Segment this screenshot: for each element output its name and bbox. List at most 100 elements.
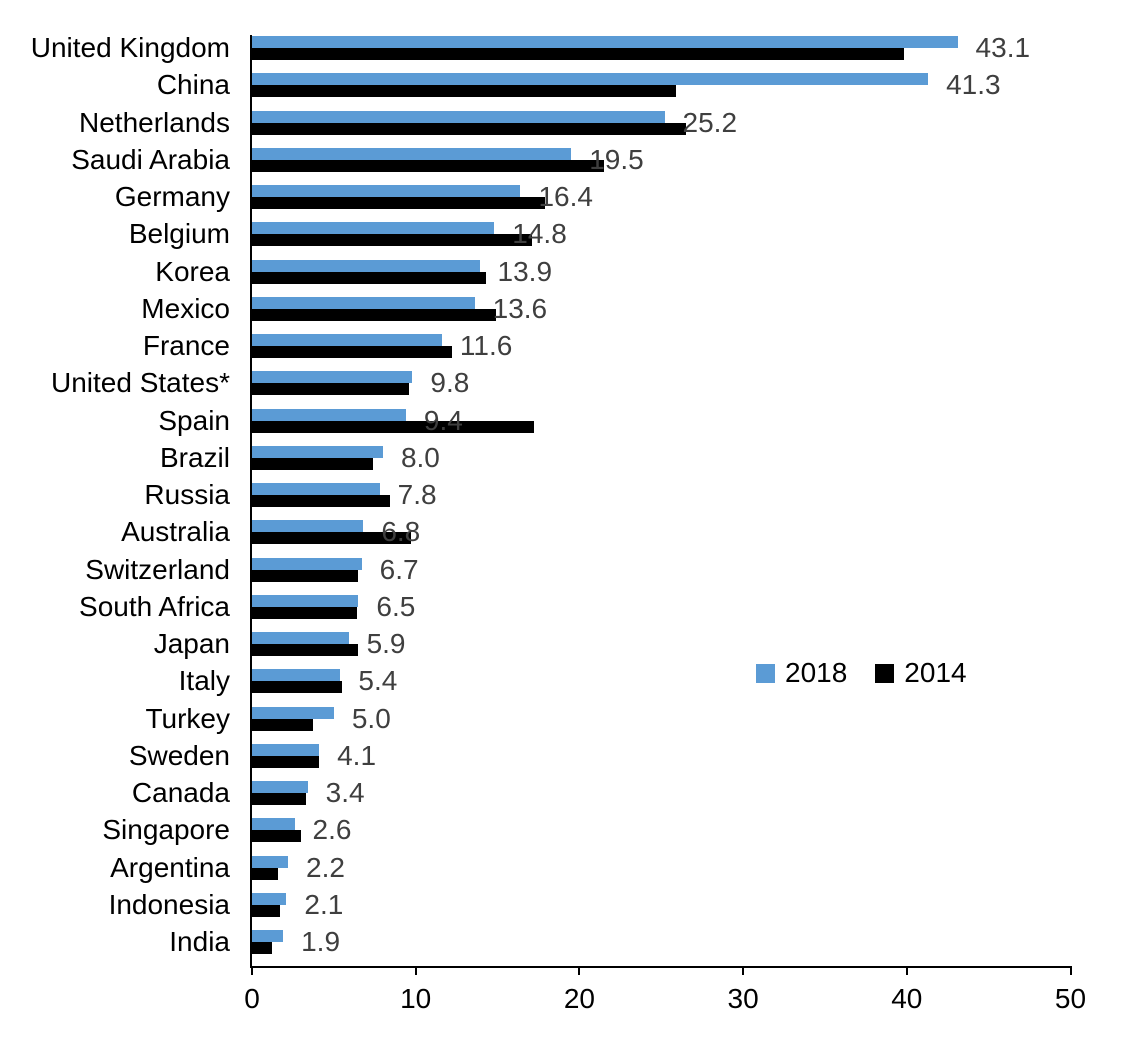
- legend-item-2014: 2014: [875, 657, 967, 688]
- value-label-australia: 6.8: [381, 516, 421, 548]
- value-label-united-states: 9.8: [430, 367, 470, 399]
- bar-2014-canada: [252, 793, 307, 805]
- bar-2018-south-africa: [252, 594, 359, 607]
- category-label-france: France: [142, 330, 230, 361]
- bar-2018-saudi-arabia: [252, 147, 572, 160]
- x-axis-line: [250, 966, 1072, 968]
- category-label-netherlands: Netherlands: [79, 106, 230, 138]
- value-label-india: 1.9: [301, 926, 341, 957]
- bar-2018-switzerland: [252, 557, 362, 570]
- value-label-russia: 7.8: [397, 479, 437, 510]
- bar-2014-france: [252, 346, 452, 358]
- value-label-switzerland: 6.7: [379, 553, 419, 585]
- value-label-united-kingdom: 43.1: [975, 32, 1031, 63]
- x-tick-label-50: 50: [1054, 983, 1087, 1014]
- bar-2018-canada: [252, 781, 308, 793]
- category-label-australia: Australia: [121, 516, 230, 548]
- legend-label-2018: 2018: [785, 657, 848, 688]
- y-axis-line: [250, 35, 252, 968]
- value-label-saudi-arabia: 19.5: [589, 143, 644, 175]
- bar-2018-russia: [252, 483, 380, 495]
- x-tick-0: [251, 968, 253, 975]
- value-label-brazil: 8.0: [400, 441, 440, 473]
- bar-2014-argentina: [252, 867, 279, 880]
- category-label-india: India: [169, 926, 230, 957]
- category-label-japan: Japan: [153, 628, 230, 659]
- category-label-mexico: Mexico: [141, 292, 230, 324]
- legend-swatch-2014-icon: [875, 663, 895, 683]
- x-tick-50: [1069, 968, 1072, 975]
- bar-2014-singapore: [252, 830, 302, 843]
- category-label-italy: Italy: [178, 665, 230, 697]
- bar-2018-indonesia: [252, 892, 287, 905]
- bar-2018-united-states: [252, 371, 413, 384]
- category-label-united-kingdom: United Kingdom: [30, 32, 230, 63]
- value-label-china: 41.3: [946, 69, 1001, 101]
- value-label-netherlands: 25.2: [682, 106, 738, 138]
- bar-2014-turkey: [252, 718, 313, 731]
- x-tick-label-40: 40: [891, 983, 923, 1014]
- bar-2018-germany: [252, 185, 521, 197]
- category-label-saudi-arabia: Saudi Arabia: [71, 143, 230, 175]
- category-label-sweden: Sweden: [128, 739, 230, 771]
- category-label-china: China: [156, 69, 230, 101]
- value-label-south-africa: 6.5: [376, 590, 416, 622]
- value-label-sweden: 4.1: [337, 739, 377, 771]
- bar-2014-belgium: [252, 234, 532, 247]
- category-label-brazil: Brazil: [159, 441, 230, 473]
- bar-2014-russia: [252, 495, 390, 507]
- value-label-japan: 5.9: [366, 628, 406, 659]
- bar-2018-netherlands: [252, 110, 665, 123]
- x-tick-40: [905, 968, 908, 975]
- category-label-indonesia: Indonesia: [108, 888, 230, 920]
- value-label-france: 11.6: [459, 330, 513, 361]
- value-label-singapore: 2.6: [312, 814, 352, 846]
- x-tick-10: [414, 968, 417, 975]
- value-label-belgium: 14.8: [512, 218, 567, 250]
- bar-2014-korea: [252, 271, 487, 284]
- value-label-argentina: 2.2: [306, 851, 345, 883]
- bar-2018-singapore: [252, 818, 295, 831]
- bar-2014-spain: [252, 420, 534, 433]
- bar-2018-france: [252, 334, 442, 346]
- value-label-korea: 13.9: [497, 255, 553, 287]
- x-tick-label-20: 20: [563, 983, 595, 1014]
- category-label-south-africa: South Africa: [79, 590, 230, 622]
- value-label-italy: 5.4: [358, 665, 398, 697]
- value-label-canada: 3.4: [325, 777, 365, 808]
- bar-2014-italy: [252, 681, 343, 694]
- bar-2014-brazil: [252, 457, 374, 470]
- value-label-turkey: 5.0: [351, 702, 391, 734]
- category-label-canada: Canada: [131, 777, 230, 808]
- x-tick-30: [742, 968, 745, 975]
- category-label-belgium: Belgium: [128, 218, 230, 250]
- category-label-korea: Korea: [155, 255, 230, 287]
- bar-2014-japan: [252, 644, 359, 656]
- bar-2014-saudi-arabia: [252, 159, 604, 172]
- bar-2014-germany: [252, 197, 546, 209]
- bar-2014-switzerland: [252, 569, 359, 582]
- bar-2014-netherlands: [252, 122, 686, 135]
- bar-2018-brazil: [252, 445, 383, 458]
- bar-2018-japan: [252, 632, 349, 644]
- x-tick-label-10: 10: [400, 983, 432, 1014]
- bar-2018-australia: [252, 520, 364, 533]
- legend-swatch-2018-icon: [756, 663, 775, 683]
- bar-2014-mexico: [252, 308, 496, 321]
- bar-2014-australia: [252, 532, 411, 545]
- bar-2018-india: [252, 930, 284, 942]
- bar-2018-argentina: [252, 855, 288, 868]
- bar-2014-indonesia: [252, 904, 280, 917]
- bar-2018-korea: [252, 259, 480, 272]
- category-label-switzerland: Switzerland: [85, 553, 230, 585]
- category-label-argentina: Argentina: [110, 851, 230, 883]
- bar-2018-united-kingdom: [252, 36, 958, 48]
- x-tick-20: [578, 968, 581, 975]
- bar-2018-italy: [252, 669, 341, 682]
- legend-label-2014: 2014: [904, 657, 967, 688]
- bar-2018-sweden: [252, 743, 320, 756]
- category-label-germany: Germany: [114, 181, 230, 212]
- category-label-russia: Russia: [144, 479, 230, 510]
- bar-2018-belgium: [252, 222, 495, 235]
